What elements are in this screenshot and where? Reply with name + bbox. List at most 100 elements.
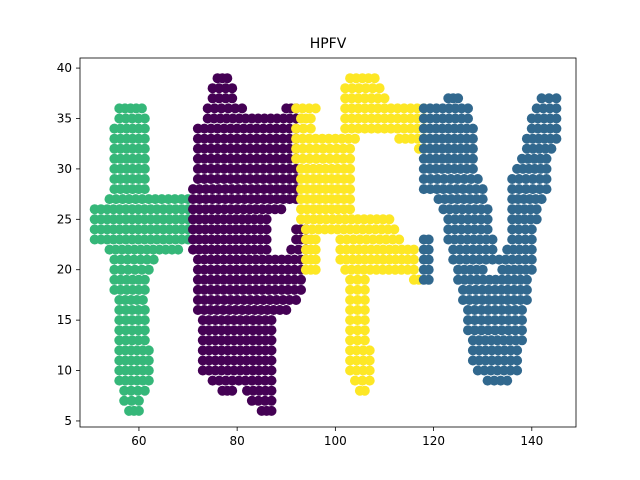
data-point xyxy=(467,153,478,164)
data-point xyxy=(367,83,378,94)
data-point xyxy=(291,123,302,134)
data-point xyxy=(340,83,351,94)
data-point xyxy=(544,93,554,104)
data-point xyxy=(310,254,321,265)
data-point xyxy=(423,234,434,245)
data-point xyxy=(266,405,277,416)
data-point xyxy=(227,93,238,104)
x-tick-label: 120 xyxy=(422,434,445,448)
data-point xyxy=(296,284,306,295)
data-point xyxy=(310,103,321,114)
data-point xyxy=(276,204,287,215)
data-point xyxy=(364,365,375,376)
data-point xyxy=(345,184,356,195)
data-point xyxy=(139,113,150,124)
data-point xyxy=(173,244,184,255)
data-point xyxy=(139,284,150,295)
data-point xyxy=(139,153,150,164)
data-point xyxy=(132,385,143,396)
data-point xyxy=(472,174,483,184)
data-point xyxy=(531,204,542,215)
data-point xyxy=(541,153,552,164)
data-point xyxy=(266,365,277,376)
data-point xyxy=(109,264,120,275)
data-point xyxy=(266,355,277,366)
data-point xyxy=(352,315,363,326)
data-point xyxy=(477,184,488,195)
data-point xyxy=(130,264,140,275)
data-point xyxy=(310,264,321,275)
data-point xyxy=(345,284,356,295)
data-point xyxy=(514,184,524,195)
y-tick-label: 40 xyxy=(57,61,72,75)
data-point xyxy=(512,355,523,366)
data-point xyxy=(143,264,154,275)
data-point xyxy=(477,194,488,205)
data-point xyxy=(359,325,370,336)
data-point xyxy=(291,295,302,305)
data-point xyxy=(266,335,277,346)
data-point xyxy=(551,123,562,134)
data-point xyxy=(345,335,356,346)
data-point xyxy=(237,103,248,114)
data-point xyxy=(139,335,150,346)
x-tick-label: 80 xyxy=(230,434,245,448)
series-4-points xyxy=(418,93,562,386)
data-point xyxy=(551,93,562,104)
data-point xyxy=(463,113,473,124)
data-point xyxy=(353,83,364,94)
data-point xyxy=(521,284,532,295)
data-point xyxy=(296,274,306,285)
data-point xyxy=(345,295,356,305)
data-point xyxy=(202,103,213,114)
data-point xyxy=(536,194,547,205)
data-point xyxy=(266,325,277,336)
data-point xyxy=(520,174,531,184)
data-point xyxy=(357,375,368,386)
data-point xyxy=(266,385,277,396)
y-tick-label: 35 xyxy=(57,111,72,125)
series-3-points xyxy=(291,73,429,396)
data-point xyxy=(526,244,537,255)
data-point xyxy=(266,395,277,406)
data-point xyxy=(345,204,356,215)
data-point xyxy=(526,264,537,275)
data-point xyxy=(359,295,370,305)
data-point xyxy=(261,224,272,235)
data-point xyxy=(310,244,321,255)
data-point xyxy=(310,234,321,245)
data-point xyxy=(139,184,150,195)
data-point xyxy=(281,305,292,315)
data-point xyxy=(230,103,241,114)
data-point xyxy=(467,143,478,154)
data-point xyxy=(136,264,147,275)
data-point xyxy=(379,93,390,104)
plot-frame xyxy=(79,57,577,428)
data-point xyxy=(423,264,434,275)
data-point xyxy=(364,375,375,386)
y-tick-label: 30 xyxy=(57,162,72,176)
data-point xyxy=(389,224,400,235)
data-point xyxy=(352,274,363,285)
data-point xyxy=(512,365,523,376)
data-point xyxy=(517,315,527,326)
data-point xyxy=(293,244,304,255)
y-tick-label: 20 xyxy=(57,263,72,277)
data-point xyxy=(384,214,395,225)
data-point xyxy=(119,385,130,396)
data-point xyxy=(223,103,234,114)
data-point xyxy=(467,123,478,134)
data-point xyxy=(139,163,150,174)
data-point xyxy=(359,315,370,326)
data-point xyxy=(531,214,542,225)
data-point xyxy=(408,244,419,255)
data-point xyxy=(527,184,538,195)
data-point xyxy=(482,204,493,215)
data-point xyxy=(359,274,370,285)
data-point xyxy=(266,315,277,326)
y-tick-label: 5 xyxy=(64,414,72,428)
x-tick-label: 60 xyxy=(131,434,146,448)
data-point xyxy=(551,133,562,144)
data-point xyxy=(352,325,363,336)
data-point xyxy=(487,244,498,255)
